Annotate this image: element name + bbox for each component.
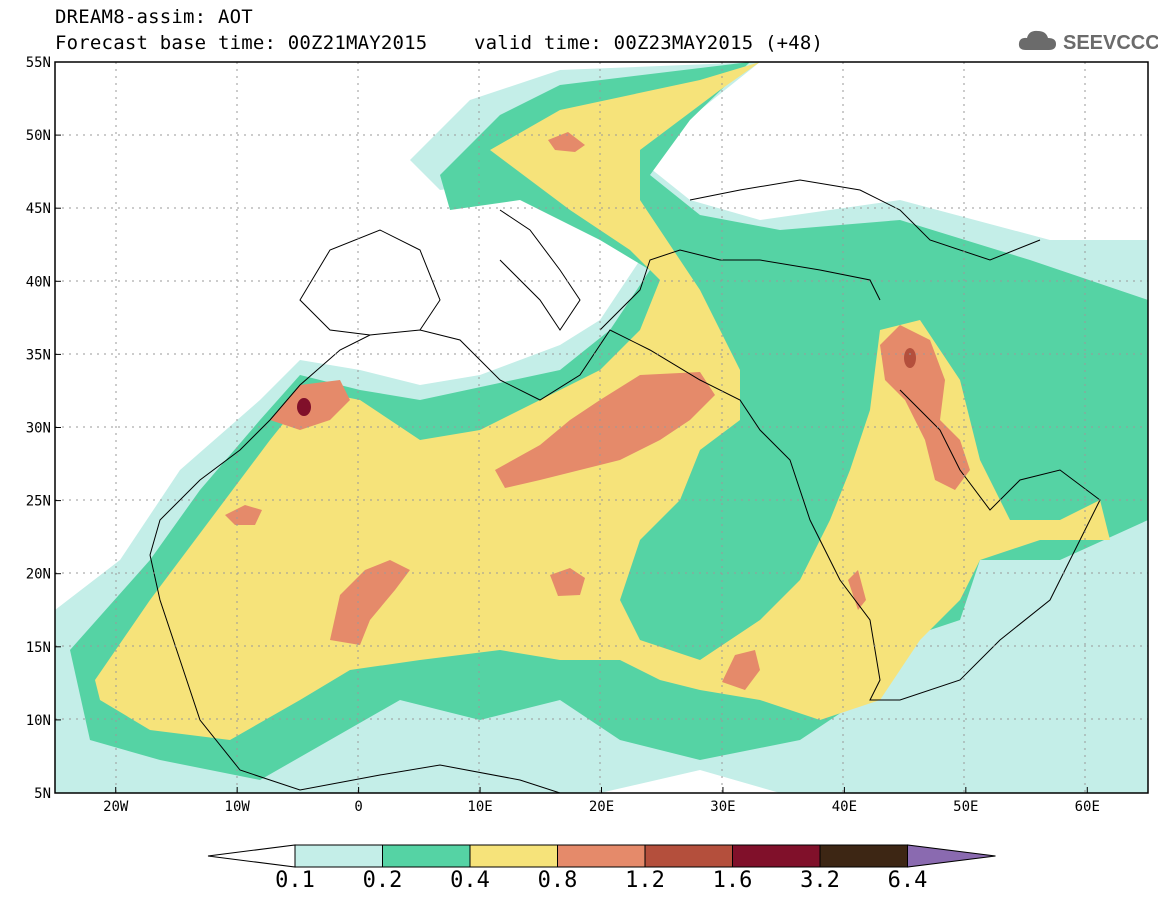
lat-tick-label: 15N [26, 640, 51, 656]
aot-blob-orange [225, 505, 262, 525]
lon-tick-label: 50E [953, 799, 978, 815]
colorbar-threshold-label: 0.4 [450, 868, 490, 893]
aot-blob-orange [495, 372, 715, 488]
colorbar-cell [557, 844, 646, 868]
aot-blob-orange [550, 568, 585, 596]
colorbar-threshold-label: 1.6 [712, 868, 753, 893]
aot-blob-orange [880, 325, 970, 490]
colorbar-cell [294, 844, 383, 868]
lon-tick-label: 20E [589, 799, 614, 815]
colorbar-threshold-label: 6.4 [887, 868, 928, 893]
colorbar-cell [382, 844, 471, 868]
colorbar-threshold-label: 1.2 [625, 868, 665, 893]
colorbar-cell [469, 844, 558, 868]
aot-field [55, 62, 1148, 793]
logo-text: SEEVCCC [1063, 32, 1158, 54]
colorbar-threshold-label: 0.1 [275, 868, 315, 893]
aot-spot-brown-red [904, 348, 916, 368]
base-time-label: Forecast base time: 00Z21MAY2015 [55, 32, 428, 54]
forecast-time-line: Forecast base time: 00Z21MAY2015 valid t… [55, 32, 823, 54]
longitude-tick-labels: 20W 10W 0 10E 20E 30E 40E 50E 60E [103, 787, 1100, 815]
aot-blob-orange [548, 132, 585, 152]
grid [55, 62, 1148, 793]
aot-blob-orange [330, 560, 410, 645]
colorbar-cell [819, 844, 908, 868]
lon-tick-label: 10E [467, 799, 492, 815]
lat-tick-label: 20N [26, 567, 51, 583]
lon-tick-label: 20W [103, 799, 129, 815]
coastlines [149, 179, 1101, 793]
colorbar-max-arrow [907, 844, 996, 868]
latitude-tick-labels: 5N 10N 15N 20N 25N 30N 35N 40N 45N 50N 55N [26, 55, 61, 802]
lat-tick-label: 25N [26, 494, 51, 510]
colorbar-min-arrow [207, 844, 296, 868]
lat-tick-label: 40N [26, 274, 51, 290]
aot-spot-dark-red [297, 398, 311, 416]
colorbar-threshold-label: 0.2 [362, 868, 403, 893]
colorbar-threshold-label: 0.8 [537, 868, 578, 893]
chart-title: DREAM8-assim: AOT [55, 6, 253, 28]
lon-tick-label: 40E [832, 799, 857, 815]
colorbar-cell [644, 844, 733, 868]
colorbar-cell [732, 844, 821, 868]
aot-blob-orange [848, 570, 866, 610]
lon-tick-label: 10W [225, 799, 251, 815]
cloud-icon: SEEVCCC [1018, 30, 1160, 54]
lat-tick-label: 35N [26, 347, 51, 363]
lon-tick-label: 30E [710, 799, 735, 815]
lat-tick-label: 30N [26, 421, 51, 437]
lon-tick-label: 0 [354, 799, 362, 815]
aot-blob-orange [722, 650, 760, 690]
lat-tick-label: 50N [26, 128, 51, 144]
lat-tick-label: 10N [26, 713, 51, 729]
valid-time-label: valid time: 00Z23MAY2015 (+48) [474, 32, 824, 54]
seevccc-logo: SEEVCCC [1018, 26, 1160, 56]
lat-tick-label: 5N [34, 786, 51, 802]
lon-tick-label: 60E [1075, 799, 1100, 815]
colorbar-threshold-label: 3.2 [800, 868, 840, 893]
lat-tick-label: 45N [26, 201, 51, 217]
lat-tick-label: 55N [26, 55, 51, 71]
